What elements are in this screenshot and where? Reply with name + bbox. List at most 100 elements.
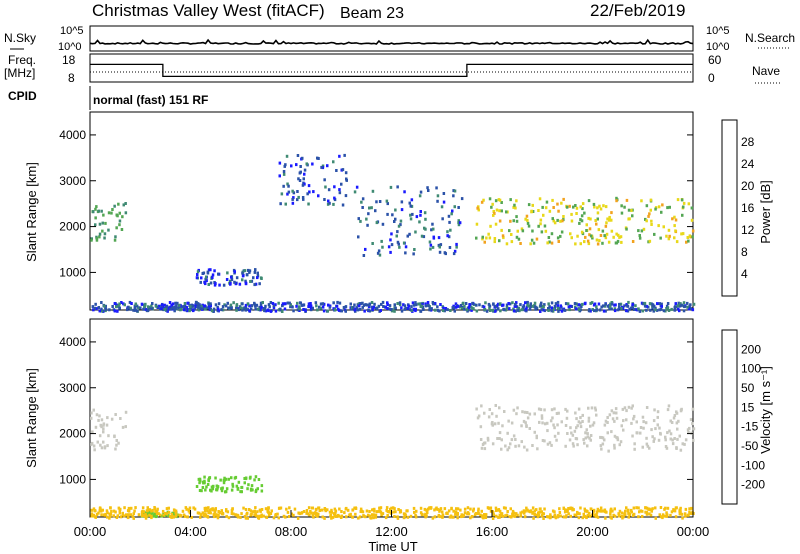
data-cell bbox=[452, 509, 455, 513]
data-cell bbox=[683, 512, 687, 516]
data-cell bbox=[468, 303, 472, 307]
data-cell bbox=[580, 214, 584, 218]
data-cell bbox=[574, 242, 577, 246]
data-cell bbox=[385, 506, 389, 510]
nsky-series-line bbox=[89, 38, 694, 45]
data-cell bbox=[556, 423, 559, 427]
data-cell bbox=[509, 198, 512, 202]
data-cell bbox=[516, 229, 519, 233]
data-cell bbox=[560, 420, 563, 424]
data-cell bbox=[174, 306, 177, 310]
data-cell bbox=[95, 237, 99, 241]
data-cell bbox=[419, 213, 422, 217]
data-cell bbox=[655, 308, 659, 312]
data-cell bbox=[613, 443, 616, 447]
data-cell bbox=[361, 305, 364, 309]
data-cell bbox=[627, 405, 631, 409]
data-cell bbox=[512, 219, 515, 223]
data-cell bbox=[432, 302, 435, 306]
data-cell bbox=[326, 202, 330, 206]
data-cell bbox=[327, 199, 330, 203]
nsky-trace bbox=[89, 38, 694, 45]
data-cell bbox=[160, 306, 163, 310]
data-cell bbox=[512, 205, 515, 209]
data-cell bbox=[400, 208, 404, 212]
data-cell bbox=[651, 303, 655, 307]
data-cell bbox=[97, 209, 100, 213]
data-cell bbox=[495, 514, 498, 518]
data-cell bbox=[210, 485, 214, 489]
data-cell bbox=[429, 247, 432, 251]
data-cell bbox=[419, 309, 422, 313]
data-cell bbox=[531, 506, 535, 510]
data-cell bbox=[525, 506, 528, 510]
data-cell bbox=[690, 307, 693, 311]
data-cell bbox=[288, 506, 291, 510]
data-cell bbox=[438, 509, 441, 513]
data-cell bbox=[682, 309, 686, 313]
data-cell bbox=[115, 303, 118, 307]
data-cell bbox=[554, 302, 558, 306]
data-cell bbox=[178, 303, 181, 307]
data-cell bbox=[359, 302, 362, 306]
data-cell bbox=[296, 301, 299, 305]
data-cell bbox=[511, 512, 514, 516]
data-cell bbox=[244, 281, 248, 285]
data-cell bbox=[529, 510, 532, 514]
data-cell bbox=[145, 514, 148, 518]
data-cell bbox=[100, 309, 104, 313]
data-cell bbox=[446, 308, 449, 312]
data-cell bbox=[649, 308, 652, 312]
data-cell bbox=[579, 218, 582, 222]
data-cell bbox=[125, 513, 128, 517]
data-cell bbox=[485, 309, 489, 313]
data-cell bbox=[589, 507, 593, 511]
data-cell bbox=[324, 509, 327, 513]
freq-tick-bottom: 8 bbox=[68, 71, 75, 85]
data-cell bbox=[497, 421, 500, 425]
data-cell bbox=[194, 305, 198, 309]
data-cell bbox=[566, 508, 569, 512]
data-cell bbox=[365, 509, 369, 513]
colorbar-tick-label: -15 bbox=[741, 420, 759, 434]
data-cell bbox=[300, 303, 304, 307]
data-cell bbox=[637, 307, 640, 311]
data-cell bbox=[455, 242, 458, 246]
data-cell bbox=[648, 212, 651, 216]
data-cell bbox=[512, 514, 515, 518]
data-cell bbox=[530, 238, 534, 242]
data-cell bbox=[269, 301, 273, 304]
data-cell bbox=[209, 302, 212, 306]
data-cell bbox=[475, 309, 479, 313]
data-cell bbox=[562, 507, 565, 510]
data-cell bbox=[479, 438, 483, 441]
data-cell bbox=[206, 270, 210, 274]
data-cell bbox=[185, 309, 189, 313]
data-cell bbox=[550, 232, 554, 236]
data-cell bbox=[447, 214, 451, 218]
data-cell bbox=[338, 507, 341, 511]
data-cell bbox=[640, 229, 644, 233]
data-cell bbox=[517, 237, 521, 241]
data-cell bbox=[342, 306, 346, 309]
data-cell bbox=[604, 510, 607, 514]
data-cell bbox=[442, 192, 446, 195]
data-cell bbox=[488, 236, 492, 240]
data-cell bbox=[665, 511, 668, 515]
data-cell bbox=[288, 301, 291, 305]
data-cell bbox=[332, 160, 335, 164]
freq-frame bbox=[89, 53, 694, 83]
data-cell bbox=[549, 516, 552, 520]
data-cell bbox=[596, 206, 599, 210]
data-cell bbox=[628, 307, 631, 311]
data-cell bbox=[259, 304, 263, 308]
data-cell bbox=[333, 514, 336, 518]
data-cell bbox=[198, 303, 201, 307]
data-cell bbox=[279, 506, 283, 510]
data-cell bbox=[625, 227, 628, 231]
data-cell bbox=[631, 214, 634, 218]
data-cell bbox=[522, 509, 526, 513]
data-cell bbox=[627, 300, 630, 304]
data-cell bbox=[393, 220, 396, 223]
data-cell bbox=[375, 221, 379, 225]
